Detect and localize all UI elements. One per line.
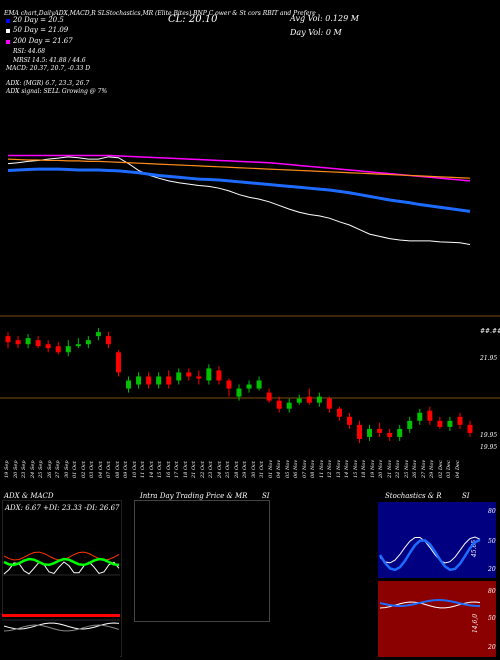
candle-body (85, 340, 91, 345)
candle-body (407, 420, 413, 429)
intraday-title: Intra Day Trading Price & MR (140, 492, 248, 500)
candle-body (266, 392, 272, 401)
rsi-axis-20: 20 (488, 644, 496, 651)
candle-body (25, 338, 31, 345)
candle-body (206, 368, 212, 381)
stochastics-panel (378, 502, 496, 578)
candle-body (306, 396, 312, 403)
candle-body (35, 340, 41, 347)
adx-panel-title: ADX & MACD (4, 492, 54, 500)
close-price: CL: 20.10 (168, 14, 218, 25)
rsi-axis-80: 80 (488, 588, 496, 595)
avg-volume: Avg Vol: 0.129 M (290, 14, 359, 23)
candle-body (15, 340, 21, 345)
candle-body (176, 372, 182, 381)
candle-body (226, 380, 232, 389)
stoch-axis-80: 80 (488, 508, 496, 515)
candle-body (367, 428, 373, 437)
candle-body (45, 344, 51, 349)
candle-body (427, 410, 433, 421)
stoch-axis-50: 50 (488, 538, 496, 545)
price-chart (0, 154, 500, 443)
intraday-panel (134, 500, 270, 622)
candle-body (156, 376, 162, 385)
candle-body (5, 336, 11, 343)
price-axis-low: 19.95 (480, 432, 498, 439)
candle-body (126, 380, 132, 389)
candle-body (377, 428, 383, 433)
candle-body (467, 424, 473, 433)
stoch-title: Stochastics & R (385, 492, 442, 500)
candles (5, 328, 473, 443)
price-axis-top: ##.## (480, 328, 500, 335)
candle-body (246, 384, 252, 389)
ema20-swatch (6, 19, 10, 23)
candle-body (115, 352, 121, 373)
stoch-d-line (379, 536, 481, 564)
candle-body (457, 416, 463, 425)
candle-body (105, 336, 111, 345)
macd-signal-line (3, 624, 120, 632)
ema50-swatch (6, 29, 10, 33)
candle-body (397, 428, 403, 437)
candle-body (75, 344, 81, 347)
candle-body (236, 388, 242, 397)
intraday-si: SI (262, 492, 270, 500)
header-line: EMA chart,DailyADX,MACD,R SLStochastics,… (4, 10, 316, 17)
plus-di-line (3, 561, 120, 575)
adx-panel-values: ADX: 6.67 +DI: 23.33 -DI: 26.67 (5, 504, 120, 512)
candle-body (417, 412, 423, 421)
candle-body (276, 400, 282, 409)
rsi-label: RSI: 44.68 (13, 48, 46, 55)
stoch-k-line (378, 538, 481, 572)
adx-line (3, 557, 120, 567)
day-volume: Day Vol: 0 M (290, 28, 342, 37)
macd-bar-red (2, 614, 120, 617)
ema-line-2 (8, 154, 471, 182)
rsi-line (379, 599, 481, 607)
candle-body (316, 396, 322, 403)
ema20-label: 20 Day = 20.5 (13, 16, 64, 24)
ema-lines (7, 154, 471, 246)
candle-body (55, 346, 61, 353)
candle-body (256, 380, 262, 389)
candle-body (437, 420, 443, 427)
candle-body (336, 408, 342, 417)
adx-signal: ADX signal: SELL Growing @ 7% (6, 88, 108, 95)
adx-label: ADX: (MGR) 6.7, 23.3, 26.7 (6, 80, 90, 87)
candle-body (186, 372, 192, 377)
candle-body (146, 376, 152, 385)
candle-body (346, 416, 352, 425)
candle-body (166, 376, 172, 385)
candle-body (357, 424, 363, 439)
rsi-panel (378, 581, 496, 657)
macd-area (2, 617, 120, 657)
ema-line-3 (7, 158, 471, 179)
candle-body (326, 398, 332, 409)
ema200-swatch (6, 40, 10, 44)
price-axis-mid: 21.95 (480, 355, 498, 362)
stoch-axis-20: 20 (488, 566, 496, 573)
ema50-label: 50 Day = 21.09 (13, 26, 69, 34)
ema-line-0 (7, 156, 471, 246)
mrsi-label: MRSI 14.5: 41.88 / 44.6 (13, 57, 86, 64)
candle-body (95, 332, 101, 337)
candle-body (447, 420, 453, 427)
candle-body (136, 376, 142, 385)
candle-body (196, 376, 202, 379)
price-axis-low2: 19.95 (480, 444, 498, 451)
rsi-axis-50: 50 (488, 615, 496, 622)
ema200-label: 200 Day = 21.67 (13, 37, 73, 45)
candle-body (387, 432, 393, 437)
stoch-si: SI (462, 492, 470, 500)
candle-body (65, 346, 71, 353)
ema-line-1 (7, 167, 471, 213)
candle-body (296, 398, 302, 403)
candle-body (216, 370, 222, 381)
macd-label: MACD: 20.37, 20.7, -0.33 D (6, 65, 91, 72)
candle-body (286, 402, 292, 409)
